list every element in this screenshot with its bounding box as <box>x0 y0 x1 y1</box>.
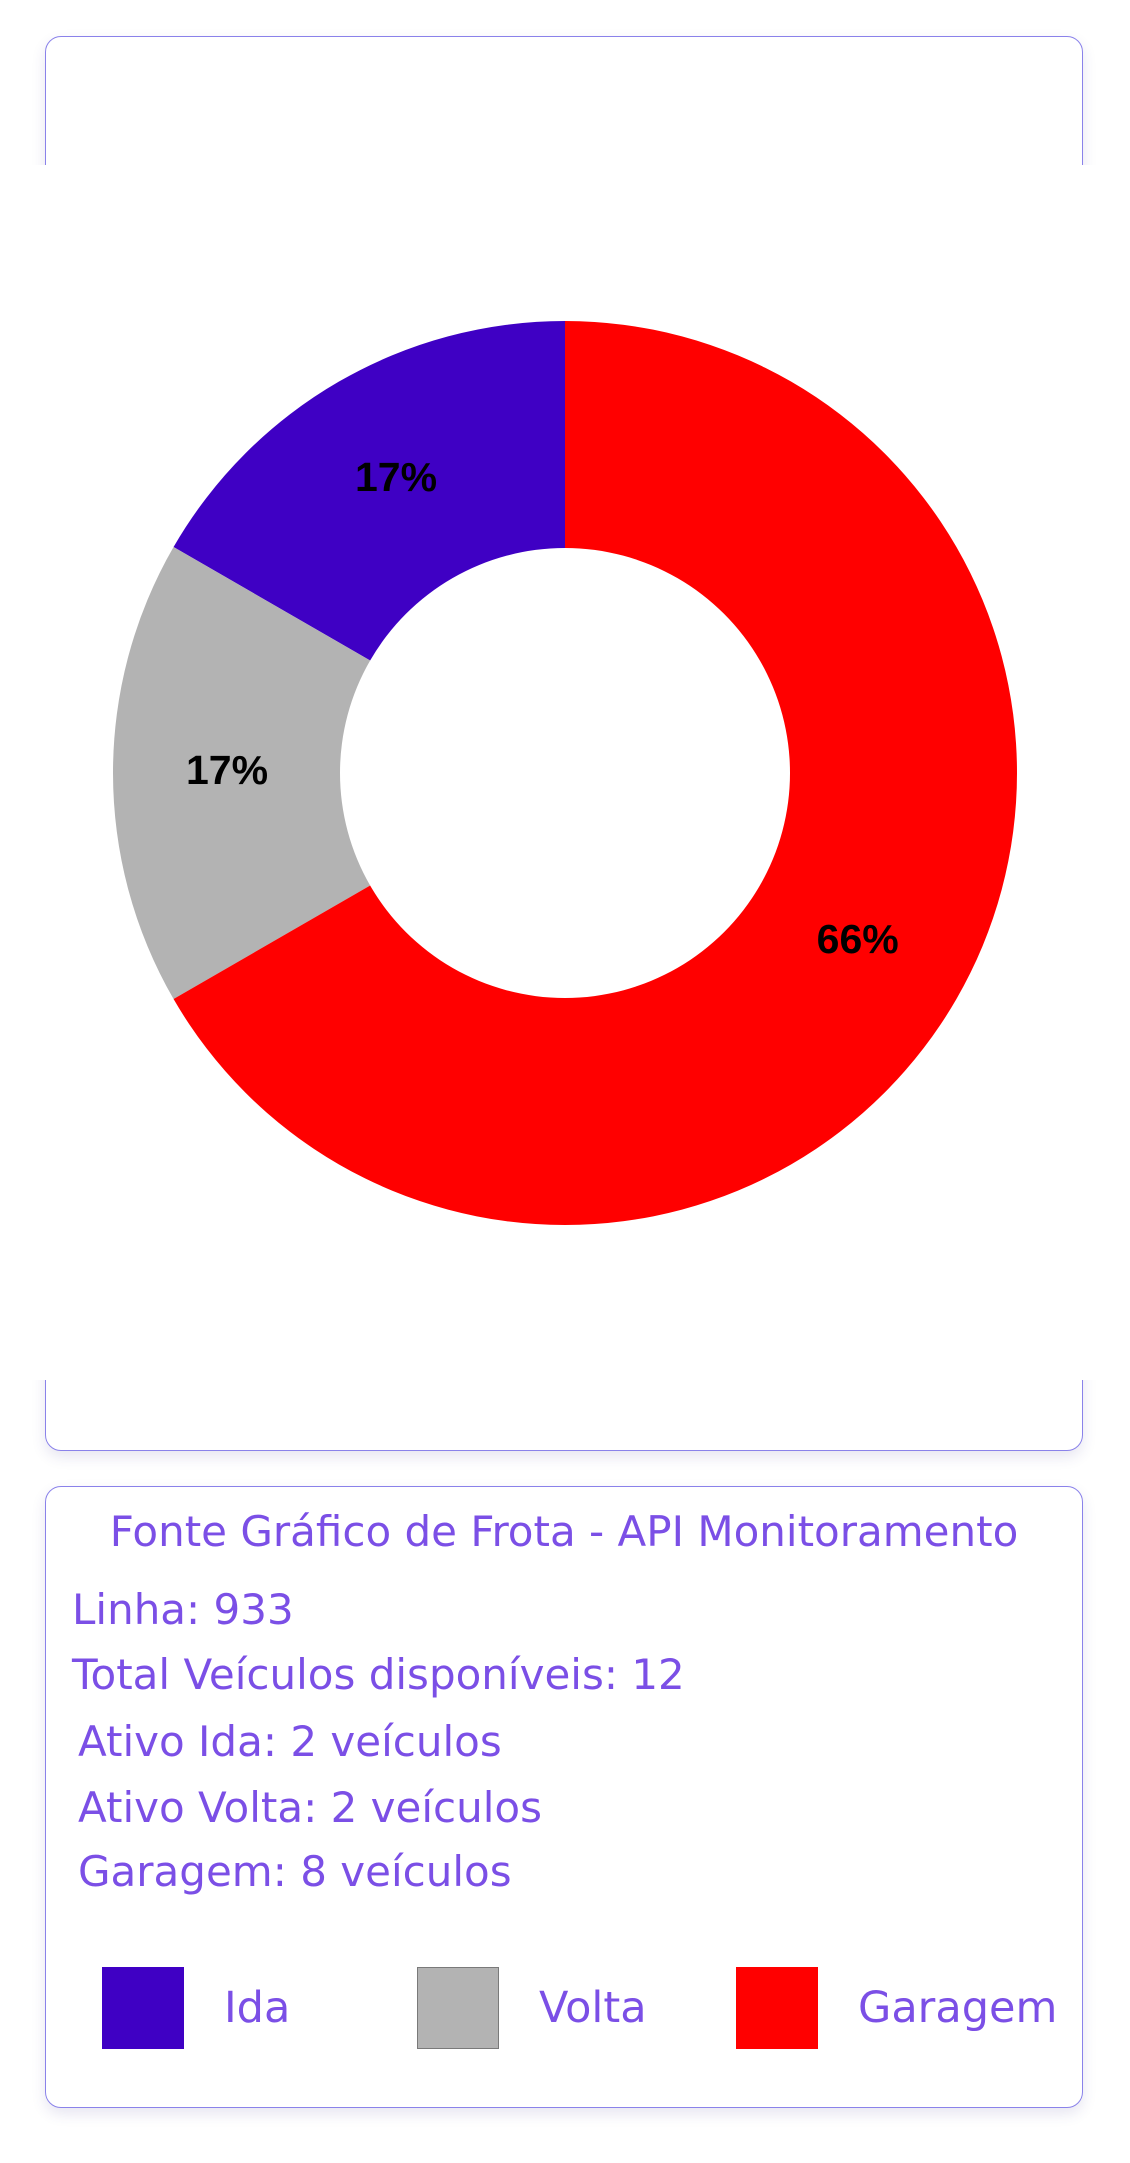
info-ativo-volta: Ativo Volta: 2 veículos <box>78 1783 542 1832</box>
donut-slice-ida <box>173 321 565 661</box>
legend-swatch-volta <box>417 1967 499 2049</box>
donut-slice-garagem <box>173 321 1017 1225</box>
donut-chart: 17% 17% 66% <box>113 321 1017 1225</box>
slice-label-volta: 17% <box>186 747 268 793</box>
info-total-veiculos: Total Veículos disponíveis: 12 <box>72 1650 685 1699</box>
legend-label-garagem: Garagem <box>858 1983 1058 2033</box>
info-garagem: Garagem: 8 veículos <box>78 1847 512 1896</box>
chart-canvas: 17% 17% 66% <box>0 165 1130 1380</box>
slice-label-garagem: 66% <box>817 916 899 962</box>
donut-slice-volta <box>113 547 371 999</box>
legend-label-volta: Volta <box>539 1983 647 2033</box>
legend-item-volta: Volta <box>417 1966 647 2050</box>
legend-item-ida: Ida <box>102 1966 290 2050</box>
slice-label-ida: 17% <box>355 454 437 500</box>
info-linha: Linha: 933 <box>72 1585 294 1634</box>
legend-swatch-ida <box>102 1967 184 2049</box>
legend-item-garagem: Garagem <box>736 1966 1057 2050</box>
info-title: Fonte Gráfico de Frota - API Monitoramen… <box>109 1507 1019 1556</box>
info-card <box>45 1486 1083 2108</box>
legend-label-ida: Ida <box>224 1983 291 2033</box>
info-ativo-ida: Ativo Ida: 2 veículos <box>78 1717 502 1766</box>
legend-swatch-garagem <box>736 1967 818 2049</box>
